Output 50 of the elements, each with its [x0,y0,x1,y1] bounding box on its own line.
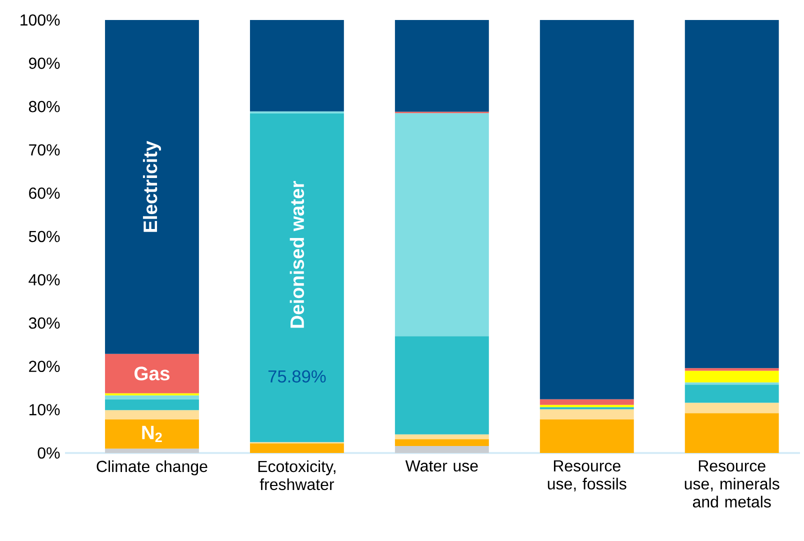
x-tick-label: Water use [405,460,478,472]
bar [394,446,489,453]
bar [250,111,344,114]
bar [394,336,489,434]
bar [540,409,634,420]
series-label: Gas [134,366,170,380]
y-tick-label: 40% [28,274,60,286]
bar [684,370,779,382]
bar [684,20,779,368]
bar [250,20,344,112]
bar [540,419,634,453]
y-tick-label: 10% [29,404,60,416]
series-label: Electricity [142,140,161,232]
y-tick-label: 50% [28,230,60,242]
series-label: Deionised water [290,181,304,328]
y-tick-label: 0% [38,447,60,459]
bar [684,384,779,403]
bar [105,20,199,354]
bar [394,20,489,112]
bar [105,448,199,453]
y-tick-label: 100% [20,14,60,26]
x-tick-label: Climate change [96,460,208,476]
bar [105,395,199,400]
bar [105,399,199,410]
y-tick-label: 90% [29,58,60,69]
bar [684,413,779,453]
bar [394,434,489,440]
bar [394,439,489,446]
bar [684,368,779,371]
bar [250,443,344,453]
y-tick-label: 80% [28,100,60,112]
y-tick-label: 20% [29,360,60,372]
bar [105,354,199,394]
data-label: 75.89% [268,370,326,383]
x-tick-label: Resource use, fossils [548,460,626,492]
bar [105,410,199,420]
bar [250,114,344,442]
bar [105,419,199,449]
bar [540,399,634,405]
y-tick-label: 70% [29,144,60,156]
y-tick-label: 60% [29,188,60,199]
bar [540,20,634,400]
x-tick-label: Resource use, minerals and metals [684,460,780,508]
bar [394,113,489,336]
x-tick-label: Ecotoxicity, freshwater [258,460,336,490]
bar [540,404,634,408]
y-tick-label: 30% [28,317,60,329]
series-label: N$_{2}$ [142,426,162,442]
bar [684,402,779,414]
bar [684,382,779,385]
